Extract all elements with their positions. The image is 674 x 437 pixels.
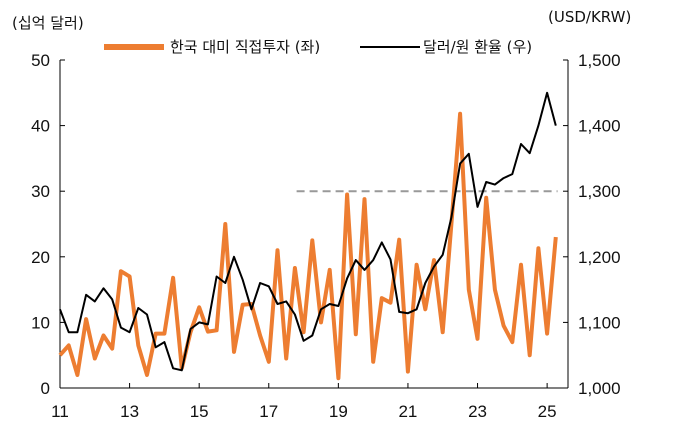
left-tick-label: 30 — [31, 182, 50, 201]
right-tick-label: 1,200 — [578, 248, 621, 267]
left-tick-label: 50 — [31, 51, 50, 70]
right-tick-label: 1,300 — [578, 182, 621, 201]
x-tick-label: 19 — [329, 402, 348, 421]
left-tick-label: 20 — [31, 248, 50, 267]
right-tick-label: 1,000 — [578, 379, 621, 398]
legend: 한국 대미 직접투자 (좌) 달러/원 환율 (우) — [104, 38, 532, 56]
legend-label-exchange-rate: 달러/원 환율 (우) — [423, 38, 532, 56]
right-tick-label: 1,400 — [578, 117, 621, 136]
left-tick-label: 40 — [31, 117, 50, 136]
x-ticks: 11 13 15 17 19 21 23 25 — [51, 383, 557, 421]
x-tick-label: 11 — [51, 402, 69, 421]
series-line-exchange-rate — [59, 91, 557, 372]
left-axis-unit: (십억 달러) — [12, 14, 84, 32]
left-tick-label: 10 — [31, 313, 50, 332]
x-tick-label: 21 — [398, 402, 417, 421]
x-tick-label: 17 — [259, 402, 278, 421]
x-tick-label: 23 — [468, 402, 487, 421]
x-tick-label: 15 — [190, 402, 209, 421]
right-tick-label: 1,100 — [578, 313, 621, 332]
right-axis-unit: (USD/KRW) — [548, 8, 631, 26]
legend-label-investment: 한국 대미 직접투자 (좌) — [170, 38, 320, 56]
series-line-investment — [58, 111, 558, 381]
left-y-ticks: 0 10 20 30 40 50 — [31, 51, 65, 398]
x-tick-label: 13 — [120, 402, 139, 421]
right-tick-label: 1,500 — [578, 51, 621, 70]
right-y-ticks: 1,000 1,100 1,200 1,300 1,400 1,500 — [563, 51, 621, 398]
left-tick-label: 0 — [41, 379, 50, 398]
x-tick-label: 25 — [538, 402, 557, 421]
